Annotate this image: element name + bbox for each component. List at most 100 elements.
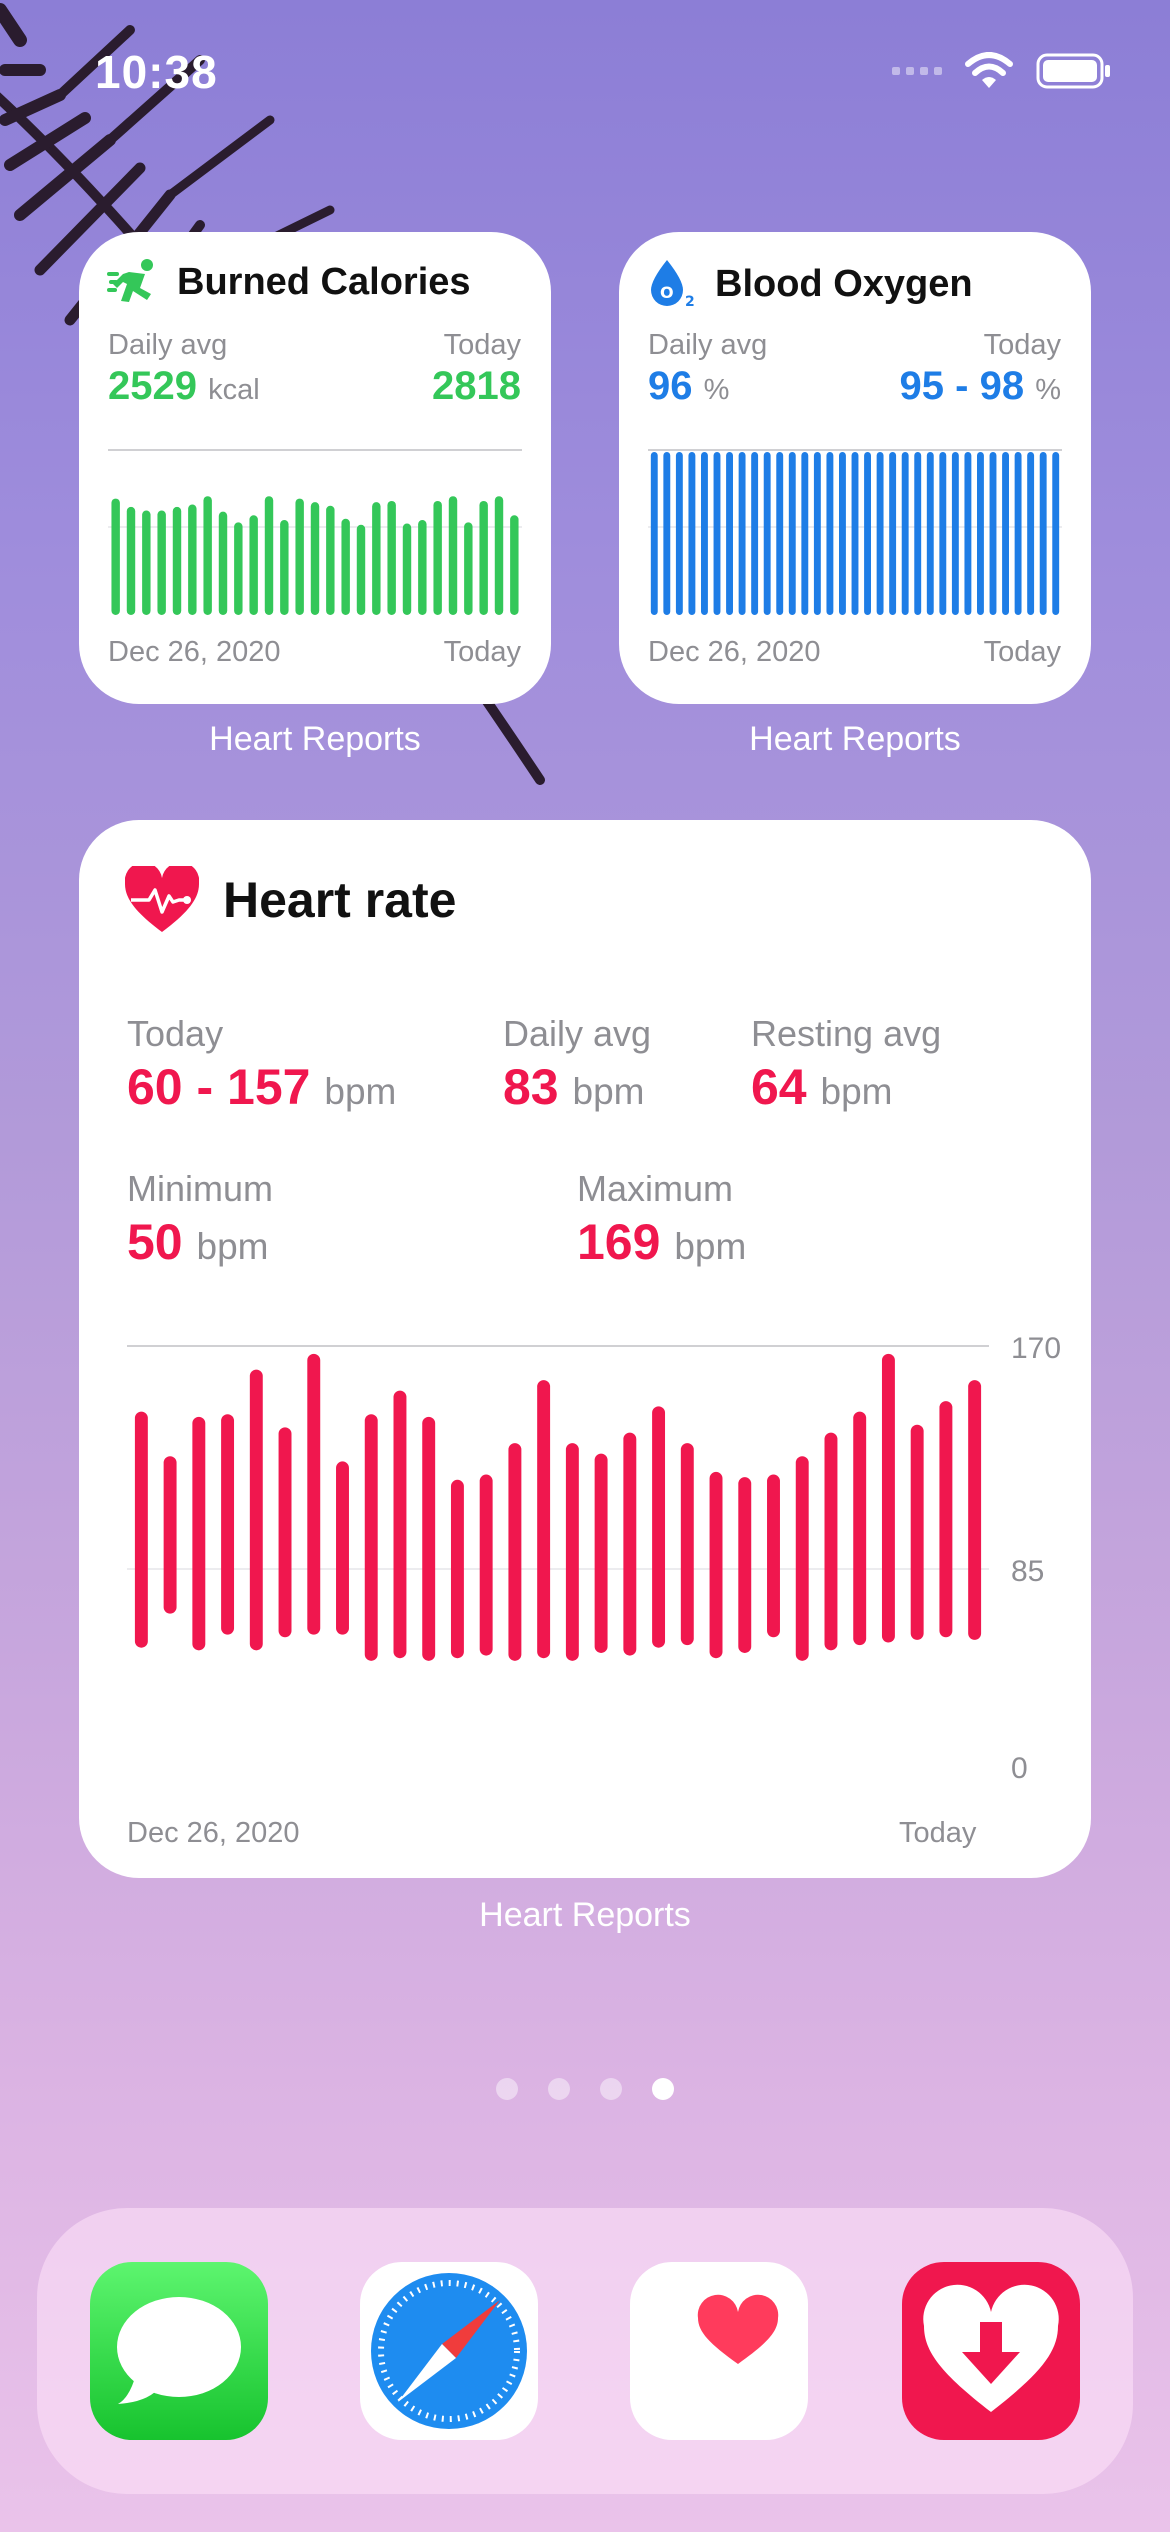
oxygen-drop-icon: O 2 (651, 260, 695, 310)
calories-bar (479, 500, 488, 615)
calories-end-label: Today (443, 636, 521, 668)
heart-maximum-label: Maximum (577, 1168, 734, 1209)
oxygen-bar (713, 452, 721, 615)
heart-rate-bar (881, 1353, 895, 1643)
page-dot[interactable] (548, 2078, 570, 2100)
oxygen-bar (788, 452, 796, 615)
oxygen-bar (989, 452, 997, 615)
calories-daily-avg-value: 2529 kcal (108, 364, 260, 408)
calories-bar (234, 522, 243, 615)
burned-calories-widget[interactable]: Burned Calories Daily avg Today 2529 kca… (79, 232, 551, 704)
svg-text:2: 2 (685, 294, 695, 310)
calories-bar (464, 522, 473, 615)
oxygen-bar (751, 452, 759, 615)
page-dot-active[interactable] (652, 2078, 674, 2100)
oxygen-bar (876, 452, 884, 615)
heart-rate-bar (479, 1474, 493, 1656)
heart-resting-avg-label: Resting avg (751, 1013, 942, 1054)
heart-rate-bar (163, 1456, 177, 1614)
oxygen-bar (776, 452, 784, 615)
heart-rate-bar (652, 1406, 666, 1648)
calories-bar (218, 511, 228, 615)
heart-reports-app-icon[interactable] (902, 2262, 1080, 2440)
calories-bar (142, 510, 151, 615)
wifi-icon (965, 52, 1013, 88)
heart-rate-widget[interactable]: Heart rate Today 60 - 157 bpm Daily avg … (79, 820, 1091, 1878)
oxygen-bar (1002, 452, 1009, 615)
heart-rate-chart: 170 85 0 (127, 1332, 1061, 1780)
calories-bar (203, 496, 212, 615)
y-tick-label: 170 (1011, 1332, 1061, 1365)
oxygen-bar (839, 452, 846, 615)
heart-rate-bar (537, 1380, 551, 1659)
heart-rate-bar (192, 1416, 206, 1651)
heart-rate-bar (221, 1414, 235, 1635)
heart-rate-bar (594, 1453, 608, 1653)
oxygen-bar (939, 452, 947, 615)
oxygen-bar (964, 452, 972, 615)
calories-bar (172, 506, 182, 615)
heart-start-date: Dec 26, 2020 (127, 1817, 300, 1849)
oxygen-daily-avg-label: Daily avg (648, 329, 768, 361)
heart-rate-bar (824, 1432, 838, 1651)
oxygen-widget-caption: Heart Reports (749, 720, 961, 758)
oxygen-bar (1014, 452, 1022, 615)
calories-widget-caption: Heart Reports (209, 720, 421, 758)
calories-title: Burned Calories (177, 260, 471, 303)
heart-rate-bar (278, 1427, 292, 1638)
heart-rate-bar (968, 1380, 982, 1640)
heart-rate-bar (767, 1474, 780, 1638)
oxygen-start-date: Dec 26, 2020 (648, 636, 821, 668)
heart-widget-caption: Heart Reports (479, 1896, 691, 1934)
y-tick-label: 0 (1011, 1752, 1028, 1780)
oxygen-bar (851, 452, 859, 615)
heart-rate-bar (364, 1414, 378, 1661)
speech-bubble-icon (117, 2297, 241, 2404)
heart-today-value: 60 - 157 bpm (127, 1059, 397, 1115)
calories-bar (326, 505, 335, 615)
oxygen-bar (726, 452, 733, 615)
calories-bar (126, 506, 136, 615)
heart-rate-bar (680, 1443, 694, 1646)
page-dot[interactable] (496, 2078, 518, 2100)
oxygen-bar (738, 452, 746, 615)
oxygen-bar (926, 452, 934, 615)
heart-rate-bar (336, 1461, 349, 1635)
oxygen-bar (663, 452, 671, 615)
heart-rate-bar (738, 1477, 752, 1653)
heart-maximum-value: 169 bpm (577, 1214, 747, 1270)
heart-minimum-value: 50 bpm (127, 1214, 269, 1270)
heart-minimum-label: Minimum (127, 1168, 274, 1209)
heart-download-icon (923, 2284, 1059, 2412)
messages-app-icon[interactable] (90, 2262, 268, 2440)
heart-rate-bar (307, 1353, 321, 1635)
y-tick-label: 85 (1011, 1555, 1044, 1588)
oxygen-bar (763, 452, 771, 615)
heart-rate-bar (795, 1456, 809, 1661)
blood-oxygen-widget[interactable]: O 2 Blood Oxygen Daily avg Today 96 % 95… (619, 232, 1091, 704)
status-bar: 10:38 (0, 0, 1170, 140)
heart-rate-bar (450, 1479, 464, 1659)
heart-rate-bar (508, 1443, 522, 1661)
page-indicator[interactable] (0, 2078, 1170, 2100)
page-dot[interactable] (600, 2078, 622, 2100)
oxygen-bar-chart (648, 449, 1062, 615)
oxygen-bar (701, 452, 708, 615)
svg-text:O: O (660, 283, 674, 302)
oxygen-bar (650, 452, 658, 615)
oxygen-bar (826, 452, 834, 615)
oxygen-title: Blood Oxygen (715, 262, 973, 305)
heart-rate-bar (565, 1443, 579, 1661)
health-app-icon[interactable] (630, 2262, 808, 2440)
oxygen-bar (1052, 452, 1060, 615)
oxygen-today-label: Today (983, 329, 1061, 361)
safari-app-icon[interactable] (360, 2262, 538, 2440)
oxygen-bar (801, 452, 809, 615)
calories-bar (356, 524, 366, 615)
heart-rate-bar (422, 1416, 436, 1661)
calories-bar (402, 523, 412, 615)
calories-bar (418, 519, 427, 615)
battery-icon (1036, 53, 1110, 89)
calories-bar (372, 502, 381, 615)
running-person-icon (107, 259, 153, 302)
